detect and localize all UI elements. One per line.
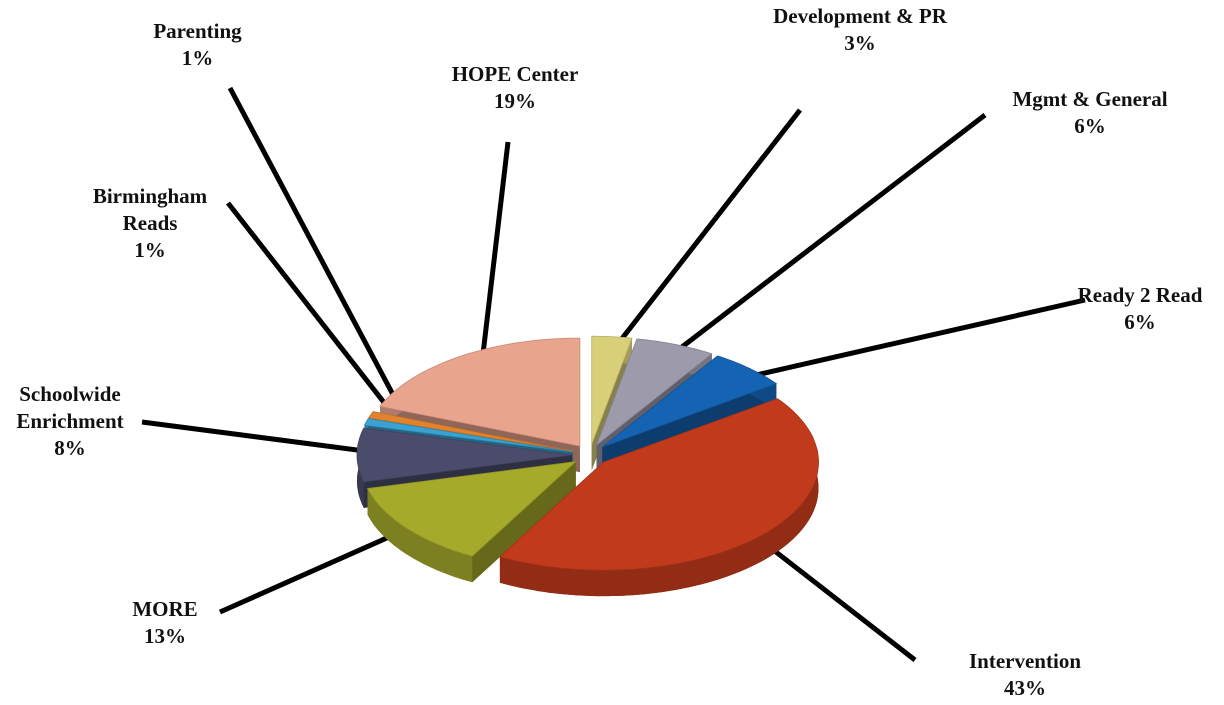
slice-group bbox=[366, 461, 578, 583]
slice-side bbox=[367, 488, 473, 583]
slice-label: Development & PR 3% bbox=[770, 3, 950, 57]
category-name: Ready 2 Read bbox=[1077, 283, 1203, 307]
slice bbox=[367, 411, 574, 452]
category-name: Mgmt & General bbox=[1012, 87, 1168, 111]
slice bbox=[366, 461, 578, 557]
slice bbox=[363, 418, 573, 453]
slice-label: Mgmt & General 6% bbox=[990, 86, 1190, 140]
slice bbox=[356, 427, 573, 483]
leader-line bbox=[722, 297, 1086, 386]
slice bbox=[595, 338, 713, 447]
slice-side bbox=[472, 461, 576, 583]
slice bbox=[602, 355, 778, 448]
percent-label: 19% bbox=[494, 89, 536, 113]
percent-label: 3% bbox=[844, 31, 876, 55]
leader-line bbox=[227, 86, 410, 423]
slice-group bbox=[499, 398, 819, 597]
slice-label: Schoolwide Enrichment 8% bbox=[0, 381, 140, 462]
percent-label: 6% bbox=[1074, 114, 1106, 138]
percent-label: 1% bbox=[181, 46, 214, 70]
category-name: Schoolwide Enrichment bbox=[16, 382, 124, 433]
leader-line bbox=[478, 141, 511, 374]
slice-label: HOPE Center 19% bbox=[430, 61, 600, 115]
category-name: Intervention bbox=[969, 649, 1081, 673]
percent-label: 8% bbox=[54, 436, 86, 460]
slice bbox=[591, 335, 633, 445]
percent-label: 13% bbox=[144, 624, 186, 648]
category-name: MORE bbox=[132, 597, 198, 621]
slice-label: Parenting 1% bbox=[130, 18, 265, 72]
slice bbox=[379, 337, 581, 447]
slice-label: MORE 13% bbox=[110, 596, 220, 650]
slice-label: Intervention 43% bbox=[940, 648, 1110, 702]
leader-lines bbox=[141, 86, 1086, 662]
category-name: Development & PR bbox=[773, 4, 947, 28]
leader-line bbox=[226, 201, 406, 429]
leader-line bbox=[606, 108, 802, 358]
percent-label: 1% bbox=[134, 238, 166, 262]
leader-line bbox=[660, 113, 987, 365]
slice bbox=[499, 398, 819, 571]
slice-label: Birmingham Reads 1% bbox=[70, 183, 230, 264]
slice-label: Ready 2 Read 6% bbox=[1060, 282, 1220, 336]
category-name: Parenting bbox=[153, 19, 242, 43]
percent-label: 6% bbox=[1124, 310, 1156, 334]
leader-line bbox=[141, 419, 397, 458]
category-name: Birmingham Reads bbox=[92, 184, 208, 235]
slice-side bbox=[499, 398, 819, 597]
percent-label: 43% bbox=[1004, 676, 1046, 700]
slices bbox=[356, 335, 819, 597]
category-name: HOPE Center bbox=[451, 62, 579, 86]
